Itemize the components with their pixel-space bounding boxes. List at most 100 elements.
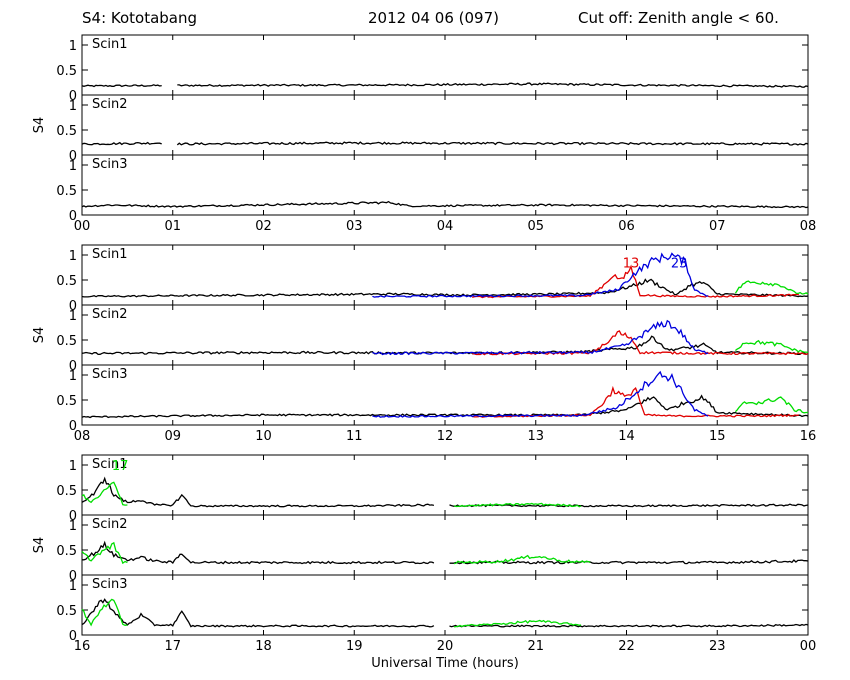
panel-label: Scin1 xyxy=(92,37,128,52)
panel-frame xyxy=(81,514,809,576)
series-line-black xyxy=(81,82,809,88)
y-axis-label: S4 xyxy=(32,537,47,554)
y-tick-label: 1 xyxy=(69,249,77,264)
panel-frame xyxy=(81,304,809,366)
y-tick-label: 1 xyxy=(69,99,77,114)
x-tick-label: 11 xyxy=(346,429,363,444)
panel-label: Scin3 xyxy=(92,157,128,172)
y-tick-label: 1 xyxy=(69,459,77,474)
x-tick-label: 13 xyxy=(527,429,544,444)
x-tick-label: 12 xyxy=(437,429,454,444)
y-tick-label: 0.5 xyxy=(56,394,77,409)
y-tick-label: 0 xyxy=(69,569,77,584)
x-tick-label: 07 xyxy=(709,219,726,234)
cutoff-title: Cut off: Zenith angle < 60. xyxy=(578,9,779,27)
x-axis-label: Universal Time (hours) xyxy=(371,656,519,671)
series-line-blue xyxy=(372,252,709,298)
x-tick-label: 05 xyxy=(527,219,544,234)
y-tick-label: 0 xyxy=(69,629,77,644)
panel-label: Scin2 xyxy=(92,517,128,532)
y-tick-label: 0.5 xyxy=(56,334,77,349)
x-tick-label: 09 xyxy=(164,429,181,444)
y-tick-label: 0 xyxy=(69,509,77,524)
prn-annotation: 23 xyxy=(671,257,688,272)
y-axis-label: S4 xyxy=(32,117,47,134)
series-line-black xyxy=(81,200,809,209)
series-line-black xyxy=(81,335,809,356)
x-tick-label: 19 xyxy=(346,639,363,654)
series-line-black xyxy=(81,141,809,146)
y-tick-label: 0.5 xyxy=(56,64,77,79)
panel-label: Scin2 xyxy=(92,307,128,322)
station-title: S4: Kototabang xyxy=(82,9,198,27)
series-line-black xyxy=(81,278,809,298)
series-line-blue xyxy=(372,370,709,418)
prn-annotation: 13 xyxy=(623,257,640,272)
y-tick-label: 1 xyxy=(69,369,77,384)
y-tick-label: 0 xyxy=(69,299,77,314)
y-tick-label: 1 xyxy=(69,39,77,54)
series-line-black xyxy=(81,598,809,628)
panel-label: Scin1 xyxy=(92,247,128,262)
prn-annotation: 17 xyxy=(112,459,129,474)
y-tick-label: 0.5 xyxy=(56,544,77,559)
x-tick-label: 22 xyxy=(618,639,635,654)
y-tick-label: 0 xyxy=(69,89,77,104)
x-tick-label: 04 xyxy=(437,219,454,234)
x-tick-label: 01 xyxy=(164,219,181,234)
x-tick-label: 00 xyxy=(800,639,817,654)
y-tick-label: 1 xyxy=(69,159,77,174)
x-tick-label: 15 xyxy=(709,429,726,444)
x-tick-label: 17 xyxy=(164,639,181,654)
series-line-black xyxy=(82,540,809,565)
x-tick-label: 10 xyxy=(255,429,272,444)
panel-label: Scin2 xyxy=(92,97,128,112)
panel-label: Scin1 xyxy=(92,457,128,472)
y-tick-label: 0 xyxy=(69,359,77,374)
series-line-green xyxy=(81,481,128,506)
y-tick-label: 1 xyxy=(69,309,77,324)
series-line-red xyxy=(472,385,799,418)
date-title: 2012 04 06 (097) xyxy=(368,9,499,27)
y-tick-label: 0 xyxy=(69,419,77,434)
y-tick-label: 0.5 xyxy=(56,274,77,289)
x-tick-label: 02 xyxy=(255,219,272,234)
series-line-black xyxy=(81,394,809,419)
x-tick-label: 16 xyxy=(800,429,817,444)
series-line-green xyxy=(81,598,128,627)
y-tick-label: 0.5 xyxy=(56,604,77,619)
x-tick-label: 08 xyxy=(800,219,817,234)
series-line-green xyxy=(734,280,809,295)
x-tick-label: 23 xyxy=(709,639,726,654)
x-tick-label: 14 xyxy=(618,429,635,444)
y-tick-label: 1 xyxy=(69,579,77,594)
x-tick-label: 20 xyxy=(437,639,454,654)
y-axis-label: S4 xyxy=(32,327,47,344)
series-line-blue xyxy=(372,319,709,356)
series-line-green xyxy=(81,541,128,565)
x-tick-label: 03 xyxy=(346,219,363,234)
y-tick-label: 0 xyxy=(69,149,77,164)
series-line-green xyxy=(735,339,809,354)
y-tick-label: 1 xyxy=(69,519,77,534)
x-tick-label: 18 xyxy=(255,639,272,654)
y-tick-label: 0 xyxy=(69,209,77,224)
x-tick-label: 06 xyxy=(618,219,635,234)
x-tick-label: 16 xyxy=(74,639,91,654)
x-tick-label: 00 xyxy=(74,219,91,234)
series-line-red xyxy=(472,330,809,356)
series-line-green xyxy=(454,619,582,628)
series-line-green xyxy=(453,502,582,508)
y-tick-label: 0.5 xyxy=(56,484,77,499)
series-line-green xyxy=(734,396,808,414)
series-line-green xyxy=(453,554,591,565)
panel-frame xyxy=(81,94,809,156)
x-tick-label: 21 xyxy=(527,639,544,654)
y-tick-label: 0.5 xyxy=(56,184,77,199)
panel-label: Scin3 xyxy=(92,367,128,382)
series-line-black xyxy=(81,476,809,508)
panel-label: Scin3 xyxy=(92,577,128,592)
y-tick-label: 0.5 xyxy=(56,124,77,139)
x-tick-label: 08 xyxy=(74,429,91,444)
